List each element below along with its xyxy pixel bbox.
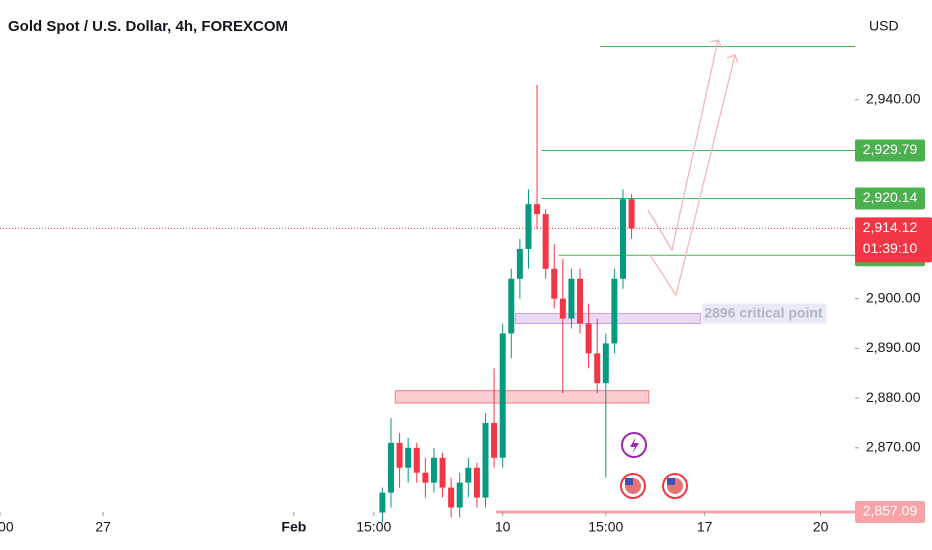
- y-tick-label: 2,890.00: [866, 339, 921, 355]
- level-tag: [855, 501, 925, 524]
- candle-body: [534, 204, 541, 215]
- candle-body: [611, 278, 618, 344]
- candle-body: [448, 487, 455, 508]
- y-tick-label: 2,880.00: [866, 389, 921, 405]
- level-tag: [855, 139, 925, 162]
- candle-body: [628, 199, 635, 229]
- level-tag-label: 2,857.09: [863, 503, 918, 519]
- zone-label: 2896 critical point: [704, 304, 823, 320]
- chart-title: Gold Spot / U.S. Dollar, 4h, FOREXCOM: [8, 18, 288, 35]
- event-icon: [620, 473, 646, 499]
- candle-body: [499, 333, 506, 458]
- candle-body: [559, 298, 566, 319]
- event-icon: [662, 473, 688, 499]
- candle-body: [456, 482, 463, 508]
- candle-body: [491, 422, 498, 458]
- y-tick-label: 2,940.00: [866, 90, 921, 106]
- candle-body: [396, 442, 403, 468]
- x-tick-label: 20: [813, 519, 829, 535]
- countdown: 01:39:10: [863, 240, 918, 256]
- event-icon: [621, 432, 647, 458]
- level-tag: [855, 187, 925, 210]
- last-price-label: 2,914.12: [863, 219, 918, 235]
- x-tick-label: 5:00: [0, 519, 14, 535]
- y-tick-label: 2,900.00: [866, 289, 921, 305]
- zone-label-bg: [702, 303, 827, 324]
- x-tick-label: 17: [697, 519, 713, 535]
- candle-body: [387, 442, 394, 493]
- candle-body: [482, 422, 489, 498]
- candle-body: [568, 278, 575, 319]
- y-tick-label: 2,870.00: [866, 439, 921, 455]
- candle-body: [422, 472, 429, 483]
- candle-body: [577, 278, 584, 324]
- candle-body: [405, 447, 412, 468]
- candle-body: [473, 467, 480, 498]
- candle-body: [585, 323, 592, 354]
- candle-body: [516, 248, 523, 279]
- projection-arrow: [647, 39, 723, 252]
- candle-body: [439, 457, 446, 488]
- candle-body: [542, 214, 549, 269]
- x-tick-label: Feb: [281, 519, 306, 535]
- x-tick-label: 15:00: [588, 519, 623, 535]
- x-tick-label: 15:00: [356, 519, 391, 535]
- candle-body: [551, 268, 558, 299]
- plot-area: 2896 critical point: [0, 46, 855, 523]
- level-tag-label: 2,929.79: [863, 141, 918, 157]
- candle-body: [602, 343, 609, 384]
- candle-body: [430, 457, 437, 483]
- candle-body: [508, 278, 515, 334]
- currency-label: USD: [869, 18, 899, 34]
- x-tick-label: 10: [495, 519, 511, 535]
- candle-body: [525, 204, 532, 249]
- candle-body: [413, 447, 420, 473]
- zone: [394, 390, 650, 404]
- candle-body: [465, 467, 472, 483]
- zone: [515, 313, 701, 325]
- last-price-tag: [855, 217, 932, 263]
- projection-arrow: [649, 54, 739, 297]
- candle-body: [379, 492, 386, 513]
- candle-body: [619, 199, 626, 279]
- candle-body: [594, 353, 601, 384]
- x-tick-label: 27: [95, 519, 111, 535]
- level-tag-label: 2,920.14: [863, 189, 918, 205]
